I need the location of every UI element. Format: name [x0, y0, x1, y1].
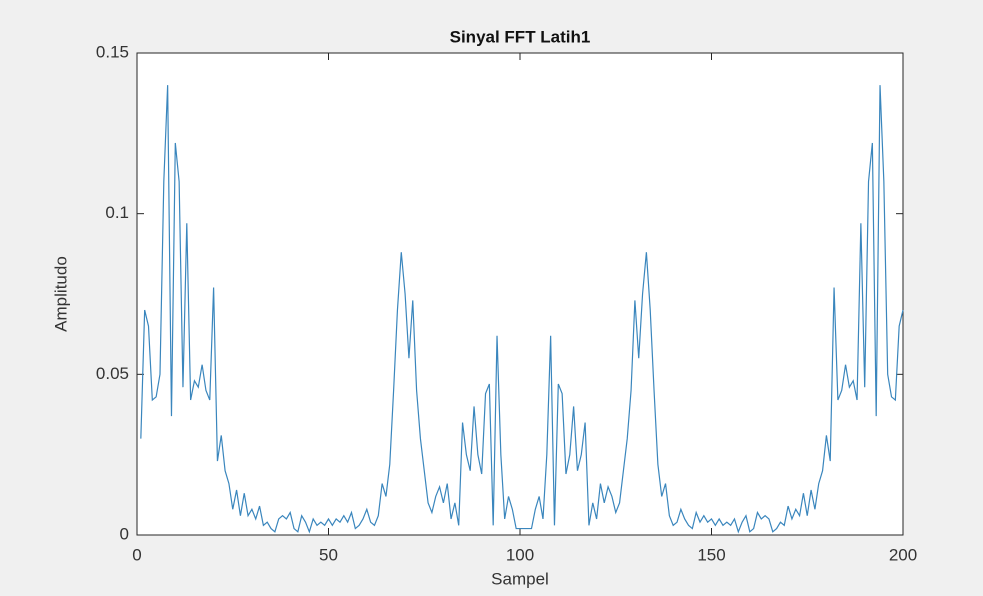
y-tick-label: 0 — [120, 524, 129, 543]
chart-title: Sinyal FFT Latih1 — [450, 27, 591, 46]
x-tick-label: 200 — [889, 545, 917, 564]
line-series — [140, 85, 904, 534]
y-tick-label: 0.1 — [105, 203, 129, 222]
y-tick-label: 0.15 — [96, 42, 129, 61]
y-axis-label: Amplitudo — [51, 256, 70, 332]
x-tick-label: 100 — [506, 545, 534, 564]
x-tick-label: 50 — [319, 545, 338, 564]
x-tick-label: 0 — [132, 545, 141, 564]
y-tick-label: 0.05 — [96, 364, 129, 383]
x-tick-label: 150 — [697, 545, 725, 564]
plot-area — [136, 52, 904, 536]
x-axis-label: Sampel — [491, 569, 549, 588]
